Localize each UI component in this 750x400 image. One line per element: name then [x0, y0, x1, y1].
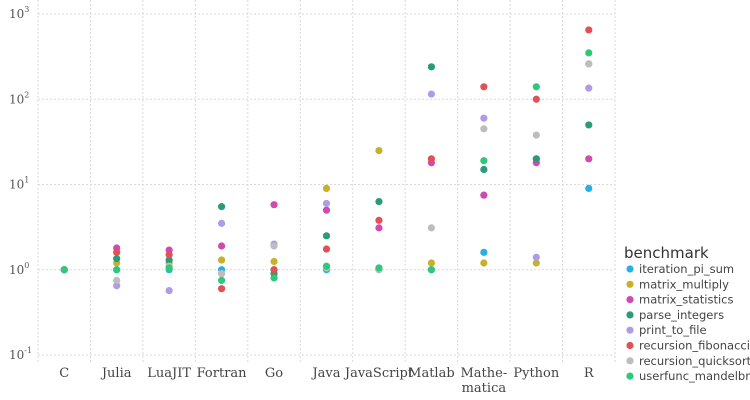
data-point-matrix_statistics	[270, 201, 278, 209]
legend-marker-recursion_fibonacci	[626, 341, 634, 350]
data-point-userfunc_mandelbrot	[113, 266, 121, 274]
x-tick-label: C	[59, 366, 69, 381]
legend-label-iteration_pi_sum: iteration_pi_sum	[639, 262, 734, 276]
data-point-userfunc_mandelbrot	[532, 83, 540, 91]
data-point-userfunc_mandelbrot	[217, 276, 226, 285]
data-point-matrix_multiply	[322, 184, 331, 193]
data-point-print_to_file	[480, 114, 488, 122]
x-tick-label: Java	[310, 366, 340, 381]
data-point-userfunc_mandelbrot	[165, 264, 173, 272]
data-point-iteration_pi_sum	[480, 248, 488, 256]
data-point-recursion_fibonacci	[427, 155, 436, 163]
data-point-recursion_fibonacci	[217, 285, 226, 293]
data-point-recursion_fibonacci	[113, 248, 121, 256]
y-tick-label: 10-1	[9, 346, 32, 362]
legend-label-matrix_statistics: matrix_statistics	[639, 293, 734, 307]
legend-marker-iteration_pi_sum	[626, 265, 634, 273]
y-axis: 10-1 100 101 102 103	[9, 5, 32, 362]
x-tick-label: Matlab	[408, 366, 455, 381]
data-point-matrix_multiply	[532, 259, 540, 267]
x-tick-label: Go	[265, 366, 283, 381]
data-point-matrix_statistics	[322, 206, 331, 214]
data-point-matrix_statistics	[480, 191, 488, 199]
x-tick-label: JavaScript	[343, 366, 414, 381]
data-point-recursion_quicksort	[480, 125, 488, 133]
data-point-print_to_file	[532, 253, 540, 261]
data-point-print_to_file	[165, 286, 173, 295]
data-point-userfunc_mandelbrot	[480, 157, 488, 165]
legend-label-recursion_fibonacci: recursion_fibonacci	[639, 339, 750, 353]
data-point-recursion_fibonacci	[375, 216, 383, 224]
data-point-parse_integers	[585, 121, 593, 129]
data-point-recursion_fibonacci	[270, 266, 278, 274]
legend-label-recursion_quicksort: recursion_quicksort	[639, 354, 750, 368]
data-point-recursion_quicksort	[585, 60, 593, 68]
data-point-print_to_file	[427, 90, 436, 98]
data-point-userfunc_mandelbrot	[427, 266, 436, 274]
legend-label-userfunc_mandelbrot: userfunc_mandelbrot	[639, 369, 750, 383]
x-tick-label: Mathe-matica	[460, 366, 507, 396]
legend-label-matrix_multiply: matrix_multiply	[639, 277, 729, 291]
data-point-recursion_quicksort	[217, 270, 226, 278]
data-point-recursion_quicksort	[532, 131, 540, 139]
data-point-iteration_pi_sum	[585, 184, 593, 193]
grid	[37, 0, 616, 362]
y-tick-label: 103	[9, 5, 29, 21]
data-point-parse_integers	[322, 232, 331, 240]
data-point-userfunc_mandelbrot	[60, 266, 68, 274]
x-tick-label: LuaJIT	[147, 366, 191, 381]
legend-marker-matrix_statistics	[626, 296, 634, 304]
x-tick-label: Fortran	[197, 366, 248, 381]
data-point-recursion_fibonacci	[322, 245, 331, 253]
legend: benchmark iteration_pi_summatrix_multipl…	[624, 244, 750, 383]
data-point-print_to_file	[217, 219, 226, 227]
data-point-recursion_quicksort	[427, 224, 436, 232]
data-point-print_to_file	[322, 199, 331, 208]
data-point-parse_integers	[532, 155, 540, 163]
data-point-matrix_multiply	[375, 146, 383, 155]
legend-marker-recursion_quicksort	[626, 357, 634, 365]
data-point-matrix_statistics	[217, 242, 226, 250]
x-tick-label: Julia	[100, 366, 132, 381]
y-tick-label: 102	[9, 90, 29, 106]
data-point-matrix_multiply	[217, 256, 226, 264]
legend-label-print_to_file: print_to_file	[639, 323, 707, 337]
data-point-matrix_multiply	[270, 257, 278, 266]
data-point-parse_integers	[165, 256, 173, 264]
x-tick-label: Python	[513, 366, 560, 381]
data-point-parse_integers	[217, 203, 226, 211]
data-point-matrix_multiply	[480, 259, 488, 267]
legend-marker-userfunc_mandelbrot	[626, 372, 634, 380]
data-points	[60, 26, 593, 295]
data-point-userfunc_mandelbrot	[270, 274, 278, 282]
data-point-matrix_statistics	[585, 155, 593, 163]
data-point-parse_integers	[113, 255, 121, 263]
data-point-print_to_file	[113, 282, 121, 290]
y-tick-label: 100	[9, 261, 29, 277]
data-point-userfunc_mandelbrot	[585, 49, 593, 57]
data-point-userfunc_mandelbrot	[322, 262, 331, 270]
data-point-matrix_multiply	[427, 259, 436, 267]
data-point-parse_integers	[375, 198, 383, 206]
legend-marker-matrix_multiply	[626, 280, 634, 288]
data-point-recursion_fibonacci	[585, 26, 593, 34]
legend-marker-print_to_file	[626, 326, 634, 334]
data-point-userfunc_mandelbrot	[375, 264, 383, 272]
data-point-recursion_fibonacci	[165, 251, 173, 259]
legend-label-parse_integers: parse_integers	[639, 308, 724, 322]
data-point-recursion_fibonacci	[480, 83, 488, 91]
data-point-recursion_fibonacci	[532, 95, 540, 103]
x-axis: C Julia LuaJIT Fortran Go Java JavaScriptMatla…	[59, 366, 595, 396]
legend-marker-parse_integers	[626, 311, 634, 319]
data-point-parse_integers	[480, 165, 488, 174]
data-point-print_to_file	[585, 84, 593, 92]
data-point-recursion_quicksort	[113, 276, 121, 285]
legend-title: benchmark	[624, 244, 709, 262]
x-tick-label: R	[584, 366, 595, 381]
data-point-matrix_statistics	[375, 224, 383, 232]
y-tick-label: 101	[9, 176, 29, 192]
data-point-recursion_quicksort	[270, 242, 278, 250]
data-point-parse_integers	[427, 63, 436, 71]
